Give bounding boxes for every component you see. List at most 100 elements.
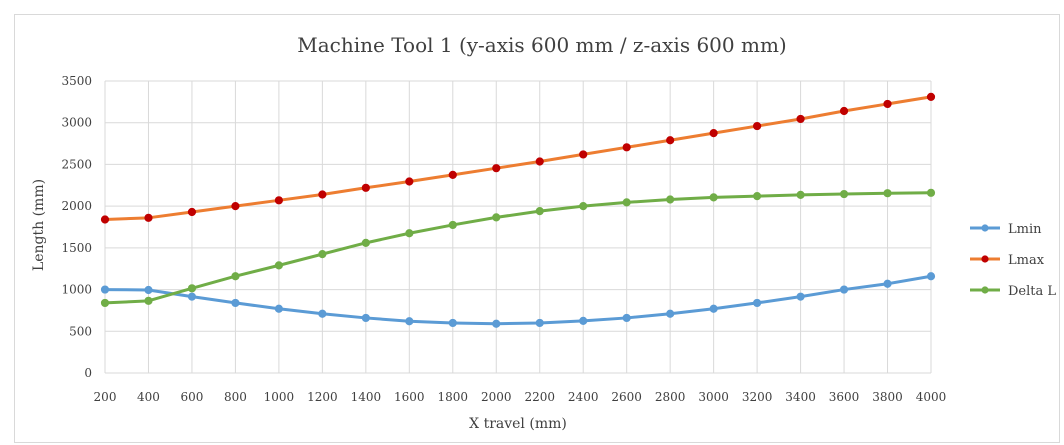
data-point-delta-l: [145, 297, 152, 304]
x-tick-label: 1400: [351, 390, 382, 404]
x-tick-label: 1600: [394, 390, 425, 404]
x-tick-label: 3400: [785, 390, 816, 404]
x-tick-label: 800: [224, 390, 247, 404]
x-tick-label: 2400: [568, 390, 599, 404]
gridlines: [105, 81, 931, 373]
data-point-lmin: [493, 320, 500, 327]
x-tick-label: 1000: [264, 390, 295, 404]
data-point-lmin: [623, 314, 630, 321]
x-axis-label: X travel (mm): [469, 416, 567, 432]
data-point-lmin: [927, 273, 934, 280]
legend-label-delta-l: Delta L: [1008, 284, 1056, 299]
data-point-delta-l: [232, 273, 239, 280]
x-tick-label: 3000: [698, 390, 729, 404]
y-tick-label: 3000: [61, 116, 92, 130]
data-point-delta-l: [623, 199, 630, 206]
data-point-lmin: [188, 293, 195, 300]
data-point-lmin: [710, 305, 717, 312]
x-tick-label: 1200: [307, 390, 338, 404]
data-point-lmin: [536, 319, 543, 326]
x-tick-label: 3200: [742, 390, 773, 404]
data-point-delta-l: [406, 230, 413, 237]
data-point-delta-l: [927, 189, 934, 196]
data-point-lmin: [580, 317, 587, 324]
data-point-delta-l: [580, 203, 587, 210]
data-point-lmin: [275, 305, 282, 312]
legend-marker-lmin: [981, 224, 988, 231]
data-point-lmax: [536, 158, 543, 165]
data-point-lmin: [840, 286, 847, 293]
series-line-lmin: [105, 276, 931, 324]
series-line-lmax: [105, 97, 931, 220]
y-tick-label: 3500: [61, 74, 92, 88]
data-point-lmax: [232, 203, 239, 210]
series-group: [101, 93, 934, 327]
data-point-lmin: [362, 314, 369, 321]
x-tick-label: 400: [137, 390, 160, 404]
data-point-lmax: [667, 137, 674, 144]
x-tick-label: 3600: [829, 390, 860, 404]
data-point-lmax: [275, 197, 282, 204]
data-point-lmin: [319, 310, 326, 317]
data-point-lmax: [188, 208, 195, 215]
data-point-lmax: [101, 216, 108, 223]
data-point-delta-l: [449, 221, 456, 228]
y-axis-label: Length (mm): [31, 179, 47, 271]
data-point-lmax: [840, 107, 847, 114]
x-axis-ticks: 200 400 600 800 1000 1200 1400 1600 1800 2000 2200…: [94, 390, 947, 404]
data-point-lmax: [580, 151, 587, 158]
data-point-lmin: [754, 299, 761, 306]
data-point-lmax: [406, 178, 413, 185]
y-tick-label: 0: [84, 366, 92, 380]
data-point-delta-l: [493, 214, 500, 221]
x-tick-label: 2800: [655, 390, 686, 404]
y-tick-label: 1000: [61, 283, 92, 297]
data-point-lmin: [667, 310, 674, 317]
data-point-lmax: [754, 122, 761, 129]
x-tick-label: 200: [94, 390, 117, 404]
x-tick-label: 2000: [481, 390, 512, 404]
data-point-lmin: [449, 319, 456, 326]
data-point-delta-l: [188, 285, 195, 292]
y-tick-label: 2500: [61, 157, 92, 171]
data-point-lmax: [449, 171, 456, 178]
legend-marker-lmax: [981, 255, 988, 262]
data-point-delta-l: [754, 193, 761, 200]
data-point-lmax: [623, 144, 630, 151]
y-tick-label: 2000: [61, 199, 92, 213]
x-tick-label: 2600: [611, 390, 642, 404]
data-point-delta-l: [797, 191, 804, 198]
data-point-lmax: [362, 184, 369, 191]
data-point-lmax: [710, 130, 717, 137]
data-point-delta-l: [884, 190, 891, 197]
data-point-lmax: [319, 191, 326, 198]
x-tick-label: 4000: [916, 390, 947, 404]
data-point-lmax: [927, 93, 934, 100]
data-point-lmax: [797, 115, 804, 122]
data-point-delta-l: [319, 251, 326, 258]
data-point-lmax: [145, 214, 152, 221]
data-point-lmax: [884, 100, 891, 107]
data-point-lmin: [406, 318, 413, 325]
legend: LminLmaxDelta L: [970, 222, 1056, 299]
data-point-delta-l: [710, 194, 717, 201]
x-tick-label: 3800: [872, 390, 903, 404]
data-point-lmin: [797, 293, 804, 300]
x-tick-label: 600: [180, 390, 203, 404]
data-point-lmax: [493, 165, 500, 172]
data-point-delta-l: [840, 190, 847, 197]
chart-title: Machine Tool 1 (y-axis 600 mm / z-axis 6…: [297, 33, 786, 57]
data-point-delta-l: [275, 262, 282, 269]
data-point-lmin: [145, 286, 152, 293]
data-point-delta-l: [536, 208, 543, 215]
data-point-delta-l: [667, 196, 674, 203]
legend-marker-delta-l: [981, 286, 988, 293]
y-tick-label: 1500: [61, 241, 92, 255]
data-point-delta-l: [362, 239, 369, 246]
legend-label-lmax: Lmax: [1008, 253, 1045, 268]
x-tick-label: 2200: [524, 390, 555, 404]
x-tick-label: 1800: [438, 390, 469, 404]
data-point-delta-l: [101, 299, 108, 306]
data-point-lmin: [101, 286, 108, 293]
